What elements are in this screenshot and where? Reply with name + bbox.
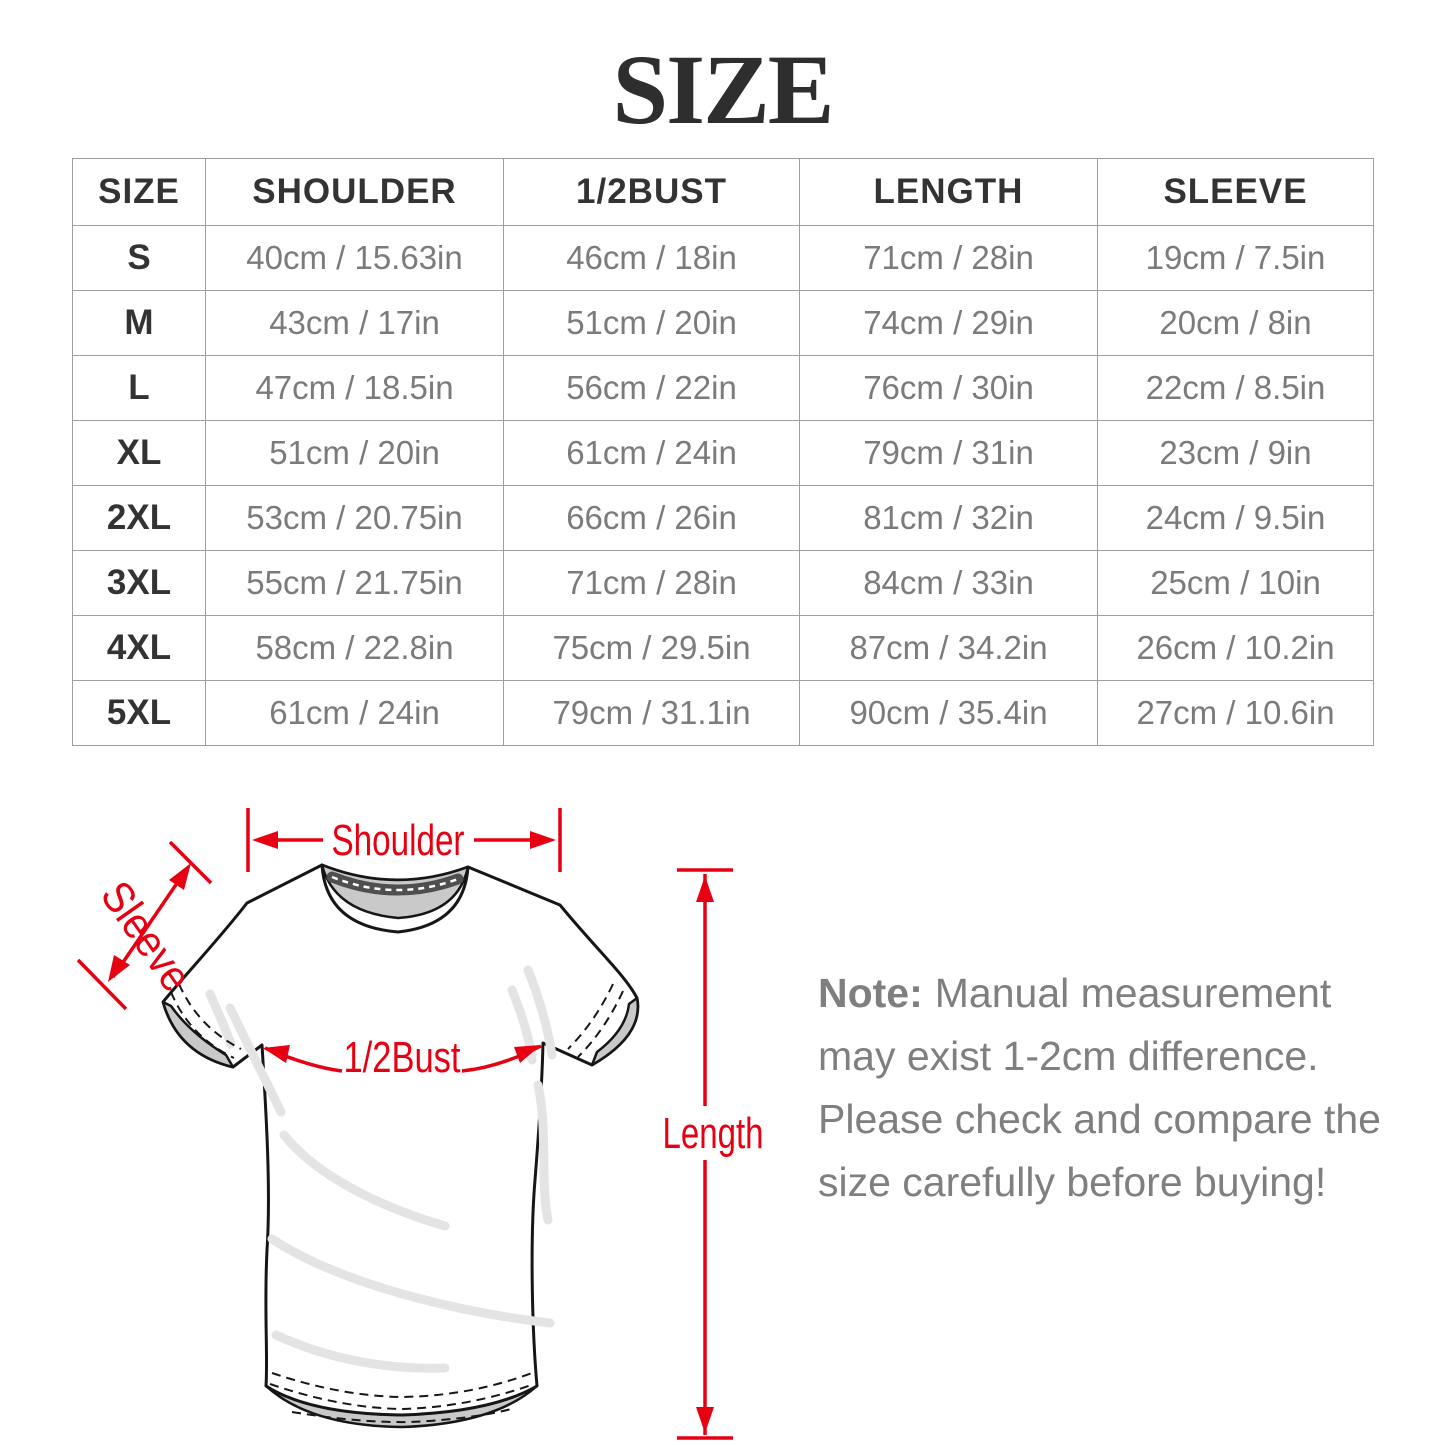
size-cell: S — [72, 225, 206, 291]
value-cell: 74cm / 29in — [799, 290, 1098, 356]
value-cell: 81cm / 32in — [799, 485, 1098, 551]
value-cell: 75cm / 29.5in — [503, 615, 800, 681]
bust-label: 1/2Bust — [344, 1033, 461, 1082]
table-row: 2XL 53cm / 20.75in 66cm / 26in 81cm / 32… — [72, 485, 1374, 551]
value-cell: 46cm / 18in — [503, 225, 800, 291]
bust-annotation: 1/2Bust — [263, 1033, 542, 1082]
value-cell: 20cm / 8in — [1097, 290, 1374, 356]
value-cell: 27cm / 10.6in — [1097, 680, 1374, 746]
size-table: SIZE SHOULDER 1/2BUST LENGTH SLEEVE S 40… — [72, 158, 1374, 746]
table-row: XL 51cm / 20in 61cm / 24in 79cm / 31in 2… — [72, 420, 1374, 486]
note-label: Note: — [818, 970, 923, 1016]
value-cell: 19cm / 7.5in — [1097, 225, 1374, 291]
header-sleeve: SLEEVE — [1097, 158, 1374, 226]
size-cell: 5XL — [72, 680, 206, 746]
tshirt-illustration — [161, 863, 640, 1429]
value-cell: 23cm / 9in — [1097, 420, 1374, 486]
value-cell: 90cm / 35.4in — [799, 680, 1098, 746]
length-annotation: Length — [663, 868, 764, 1440]
value-cell: 76cm / 30in — [799, 355, 1098, 421]
size-cell: XL — [72, 420, 206, 486]
table-header-row: SIZE SHOULDER 1/2BUST LENGTH SLEEVE — [72, 158, 1374, 226]
value-cell: 61cm / 24in — [205, 680, 504, 746]
size-cell: 4XL — [72, 615, 206, 681]
value-cell: 55cm / 21.75in — [205, 550, 504, 616]
value-cell: 43cm / 17in — [205, 290, 504, 356]
value-cell: 22cm / 8.5in — [1097, 355, 1374, 421]
value-cell: 71cm / 28in — [503, 550, 800, 616]
value-cell: 66cm / 26in — [503, 485, 800, 551]
value-cell: 26cm / 10.2in — [1097, 615, 1374, 681]
value-cell: 87cm / 34.2in — [799, 615, 1098, 681]
page-title: SIZE — [612, 34, 835, 145]
shoulder-label: Shoulder — [332, 816, 465, 865]
table-row: L 47cm / 18.5in 56cm / 22in 76cm / 30in … — [72, 355, 1374, 421]
table-row: 3XL 55cm / 21.75in 71cm / 28in 84cm / 33… — [72, 550, 1374, 616]
value-cell: 56cm / 22in — [503, 355, 800, 421]
table-row: S 40cm / 15.63in 46cm / 18in 71cm / 28in… — [72, 225, 1374, 291]
size-cell: M — [72, 290, 206, 356]
table-row: 5XL 61cm / 24in 79cm / 31.1in 90cm / 35.… — [72, 680, 1374, 746]
value-cell: 53cm / 20.75in — [205, 485, 504, 551]
tshirt-measurement-diagram: Shoulder Sleeve 1/2Bust Lengt — [76, 808, 764, 1440]
sleeve-label: Sleeve — [91, 873, 201, 1001]
value-cell: 84cm / 33in — [799, 550, 1098, 616]
note-text: Note: Manual measurement may exist 1-2cm … — [818, 962, 1383, 1214]
value-cell: 47cm / 18.5in — [205, 355, 504, 421]
table-row: 4XL 58cm / 22.8in 75cm / 29.5in 87cm / 3… — [72, 615, 1374, 681]
value-cell: 40cm / 15.63in — [205, 225, 504, 291]
table-row: M 43cm / 17in 51cm / 20in 74cm / 29in 20… — [72, 290, 1374, 356]
value-cell: 25cm / 10in — [1097, 550, 1374, 616]
value-cell: 58cm / 22.8in — [205, 615, 504, 681]
value-cell: 24cm / 9.5in — [1097, 485, 1374, 551]
header-size: SIZE — [72, 158, 206, 226]
value-cell: 71cm / 28in — [799, 225, 1098, 291]
size-cell: 2XL — [72, 485, 206, 551]
value-cell: 79cm / 31.1in — [503, 680, 800, 746]
size-cell: 3XL — [72, 550, 206, 616]
value-cell: 51cm / 20in — [205, 420, 504, 486]
header-shoulder: SHOULDER — [205, 158, 504, 226]
value-cell: 51cm / 20in — [503, 290, 800, 356]
value-cell: 61cm / 24in — [503, 420, 800, 486]
length-label: Length — [663, 1109, 764, 1158]
value-cell: 79cm / 31in — [799, 420, 1098, 486]
shoulder-annotation: Shoulder — [246, 808, 562, 872]
header-bust: 1/2BUST — [503, 158, 800, 226]
header-length: LENGTH — [799, 158, 1098, 226]
note-body: Manual measurement may exist 1-2cm diffe… — [818, 970, 1381, 1205]
size-cell: L — [72, 355, 206, 421]
